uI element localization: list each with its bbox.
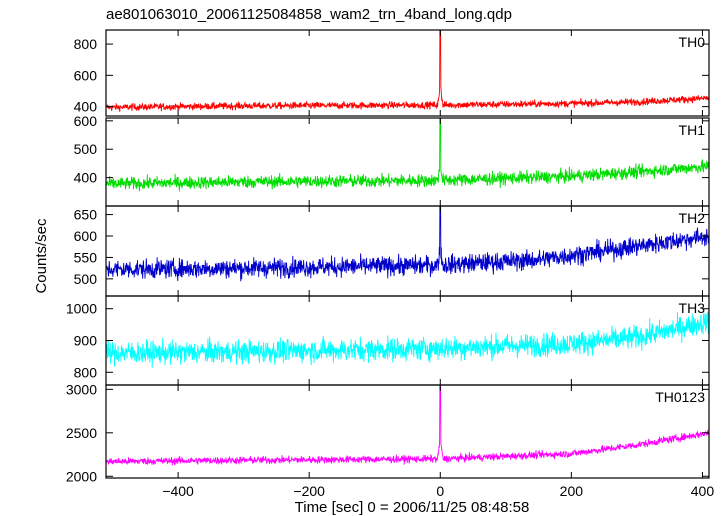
y-tick-label: 3000 [66,381,97,397]
x-tick-label: −200 [293,483,325,499]
y-tick-label: 600 [74,113,98,129]
y-tick-label: 2500 [66,425,97,441]
panel-frame [105,117,710,207]
panel-label: TH2 [679,210,706,226]
panel-label: TH3 [679,300,706,316]
y-tick-label: 500 [74,141,98,157]
panel-label: TH0 [679,34,706,50]
x-axis: −400 −200 0 200 400 [162,483,714,499]
x-tick-label: −400 [162,483,194,499]
panel-th3: 800 900 1000 TH3 [66,295,710,386]
panel-frame [105,29,710,117]
y-tick-label: 500 [74,271,98,287]
panel-th0123: 2000 2500 3000 TH0123 [66,381,710,484]
x-tick-label: 0 [436,483,444,499]
y-tick-label: 900 [74,333,98,349]
y-tick-label: 400 [74,99,98,115]
y-tick-label: 400 [74,170,98,186]
y-axis-label: Counts/sec [33,218,50,294]
panel-label: TH0123 [655,389,705,405]
y-tick-label: 800 [74,364,98,380]
chart-title: ae801063010_20061125084858_wam2_trn_4ban… [106,6,512,23]
x-axis-label: Time [sec] 0 = 2006/11/25 08:48:58 [295,499,530,516]
y-tick-label: 600 [74,228,98,244]
y-tick-label: 2000 [66,468,97,484]
panel-th1: 400 500 600 TH1 [74,113,710,207]
series-line-th1 [106,118,709,192]
series-line-th2 [106,206,709,282]
y-tick-label: 650 [74,207,98,223]
panel-label: TH1 [679,122,706,138]
panel-th2: 500 550 600 650 TH2 [74,205,710,297]
y-tick-label: 800 [74,36,98,52]
series-line-th3 [106,311,709,368]
series-line-th0123 [106,385,709,467]
y-tick-label: 550 [74,249,98,265]
x-tick-label: 400 [691,483,715,499]
x-tick-label: 200 [560,483,584,499]
y-tick-label: 1000 [66,301,97,317]
panel-frame [105,384,710,479]
series-line-th0 [106,30,709,112]
y-tick-label: 600 [74,67,98,83]
panel-th0: 400 600 800 TH0 [74,29,710,117]
